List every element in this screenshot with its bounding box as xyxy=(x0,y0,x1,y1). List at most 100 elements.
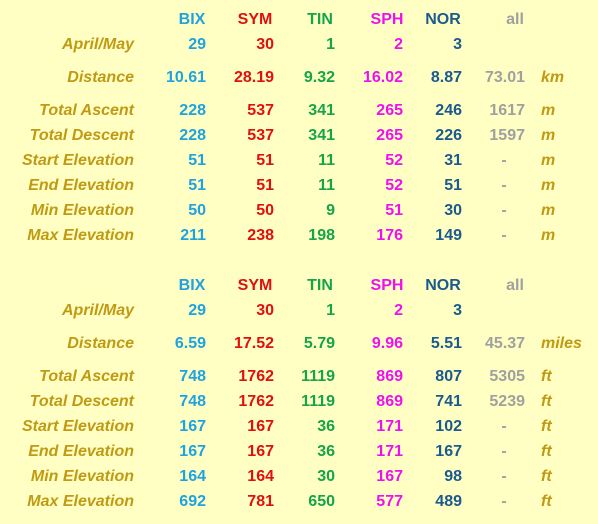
value-nor: 102 xyxy=(435,418,462,435)
value-sym: 30 xyxy=(256,302,274,319)
value-sym: 51 xyxy=(256,177,274,194)
value-bix: 228 xyxy=(179,127,206,144)
value-nor: 8.87 xyxy=(430,69,462,86)
value-bix: 164 xyxy=(179,468,206,485)
value-bix: 748 xyxy=(179,368,206,385)
value-nor: 5.51 xyxy=(430,335,462,352)
value-nor: 807 xyxy=(435,368,462,385)
value-all: 1597 xyxy=(489,127,525,144)
value-tin: 341 xyxy=(308,127,335,144)
value-tin: 1 xyxy=(326,302,335,319)
row-label: April/May xyxy=(61,302,134,319)
value-all: 5305 xyxy=(489,368,525,385)
column-header-all: all xyxy=(506,277,524,294)
value-bix: 51 xyxy=(188,152,206,169)
unit-label: ft xyxy=(541,393,552,410)
unit-label: m xyxy=(541,227,556,244)
row-label: Max Elevation xyxy=(27,227,134,244)
value-sph: 171 xyxy=(376,443,403,460)
value-nor: 51 xyxy=(444,177,462,194)
value-tin: 1119 xyxy=(301,393,335,410)
unit-label: m xyxy=(541,202,556,219)
column-header-bix: BIX xyxy=(178,277,206,294)
value-bix: 228 xyxy=(179,102,206,119)
value-tin: 1 xyxy=(326,36,335,53)
unit-label: ft xyxy=(541,468,552,485)
value-all: - xyxy=(501,152,507,169)
value-tin: 341 xyxy=(308,102,335,119)
value-sym: 1762 xyxy=(238,393,274,410)
value-all: 73.01 xyxy=(484,69,525,86)
unit-label: miles xyxy=(541,335,582,352)
unit-label: ft xyxy=(541,443,552,460)
value-sph: 171 xyxy=(376,418,403,435)
row-label: Start Elevation xyxy=(21,418,134,435)
value-nor: 246 xyxy=(435,102,462,119)
value-sym: 167 xyxy=(247,443,274,460)
value-sph: 2 xyxy=(394,36,403,53)
value-sym: 238 xyxy=(247,227,274,244)
value-sph: 2 xyxy=(394,302,403,319)
value-sym: 50 xyxy=(256,202,274,219)
row-label: Total Ascent xyxy=(39,368,134,385)
value-tin: 198 xyxy=(308,227,335,244)
row-label: Min Elevation xyxy=(30,468,134,485)
column-header-sph: SPH xyxy=(370,277,404,294)
value-bix: 10.61 xyxy=(165,69,206,86)
unit-label: ft xyxy=(541,493,552,510)
column-header-tin: TIN xyxy=(307,11,333,28)
value-bix: 51 xyxy=(188,177,206,194)
value-sym: 164 xyxy=(247,468,274,485)
value-nor: 741 xyxy=(435,393,462,410)
value-all: - xyxy=(501,418,507,435)
value-bix: 167 xyxy=(179,418,206,435)
column-header-bix: BIX xyxy=(178,11,206,28)
value-nor: 3 xyxy=(453,302,462,319)
value-sym: 30 xyxy=(256,36,274,53)
value-tin: 1119 xyxy=(301,368,335,385)
unit-label: m xyxy=(541,102,556,119)
value-sph: 9.96 xyxy=(371,335,403,352)
value-nor: 30 xyxy=(444,202,462,219)
value-sph: 52 xyxy=(385,152,403,169)
value-nor: 149 xyxy=(435,227,462,244)
value-bix: 692 xyxy=(179,493,206,510)
row-label: Max Elevation xyxy=(27,493,134,510)
unit-label: ft xyxy=(541,368,552,385)
value-sym: 537 xyxy=(247,127,274,144)
value-tin: 36 xyxy=(317,443,335,460)
value-nor: 167 xyxy=(435,443,462,460)
unit-label: ft xyxy=(541,418,552,435)
value-sph: 577 xyxy=(376,493,403,510)
row-label: Total Descent xyxy=(29,393,134,410)
row-label: Distance xyxy=(67,69,134,86)
row-label: Start Elevation xyxy=(21,152,134,169)
unit-label: m xyxy=(541,177,556,194)
value-all: - xyxy=(501,227,507,244)
value-tin: 11 xyxy=(318,152,335,169)
value-bix: 211 xyxy=(180,227,206,244)
row-label: End Elevation xyxy=(28,443,134,460)
column-header-sph: SPH xyxy=(370,11,404,28)
value-sph: 52 xyxy=(385,177,403,194)
column-header-all: all xyxy=(506,11,524,28)
value-tin: 11 xyxy=(318,177,335,194)
value-bix: 6.59 xyxy=(174,335,206,352)
value-tin: 5.79 xyxy=(303,335,335,352)
row-label: April/May xyxy=(61,36,134,53)
value-bix: 748 xyxy=(179,393,206,410)
value-nor: 226 xyxy=(435,127,462,144)
value-sym: 167 xyxy=(247,418,274,435)
value-sym: 51 xyxy=(256,152,274,169)
value-nor: 98 xyxy=(444,468,462,485)
value-all: 45.37 xyxy=(484,335,525,352)
column-header-sym: SYM xyxy=(237,277,273,294)
value-nor: 31 xyxy=(444,152,462,169)
value-all: - xyxy=(501,468,507,485)
value-tin: 650 xyxy=(308,493,335,510)
value-tin: 9.32 xyxy=(303,69,335,86)
value-bix: 50 xyxy=(188,202,206,219)
column-header-nor: NOR xyxy=(425,11,461,28)
value-sph: 16.02 xyxy=(362,69,403,86)
